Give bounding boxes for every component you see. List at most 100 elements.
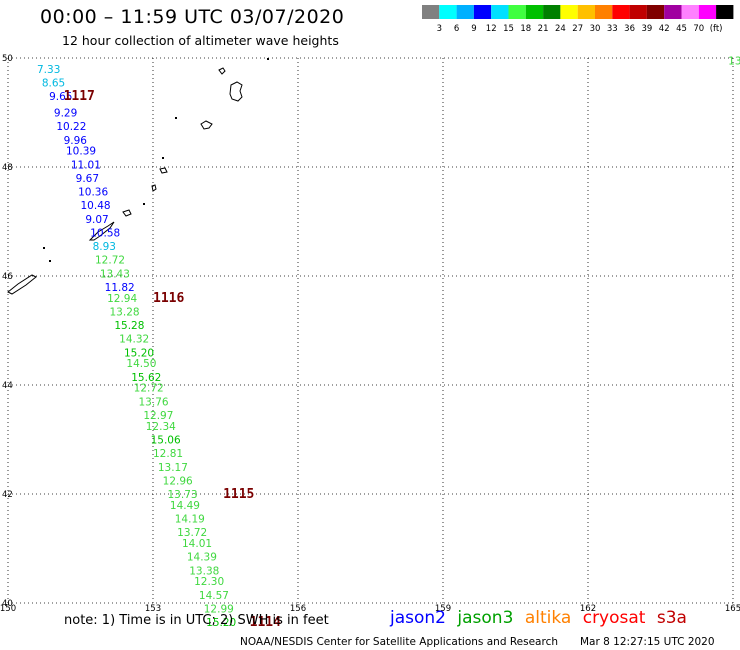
wave-height-value: 15.20 — [206, 617, 236, 629]
island-dot — [49, 260, 51, 262]
x-tick-label: 156 — [290, 604, 306, 614]
legend-altika: altika — [524, 608, 572, 628]
wave-height-value: 12.34 — [146, 421, 176, 433]
legend-s3a: s3a — [656, 608, 687, 628]
wave-height-value: 14.50 — [126, 358, 156, 370]
x-tick-label: 162 — [580, 604, 596, 614]
wave-height-value: 14.32 — [119, 334, 149, 346]
island-dot — [43, 247, 45, 249]
colorbar-swatch — [560, 5, 578, 19]
wave-height-labels: 7.338.659.659.2910.229.9610.3911.019.671… — [37, 56, 740, 629]
island-dot — [267, 58, 269, 60]
wave-height-value: 10.39 — [66, 146, 96, 158]
colorbar-swatch — [422, 5, 440, 19]
legend-jason3: jason3 — [457, 608, 514, 628]
colorbar-swatch — [681, 5, 699, 19]
satellite-legend: jason2 jason3 altika cryosat s3a — [390, 608, 693, 628]
y-tick-label: 44 — [2, 381, 13, 391]
colorbar-swatch — [473, 5, 492, 19]
wave-height-value: 10.58 — [90, 227, 120, 239]
wave-height-value: 13.28 — [110, 306, 140, 318]
wave-height-value: 13.76 — [139, 396, 169, 408]
wave-height-value: 10.22 — [56, 121, 86, 133]
colorbar-label: 3 — [437, 24, 442, 34]
wave-height-value: 13.73 — [168, 489, 198, 501]
x-tick-label: 165 — [725, 604, 740, 614]
island — [122, 209, 132, 217]
axis-ticks: 150 153 156 159 162 165 40 42 44 46 48 50 — [0, 54, 740, 614]
island — [200, 120, 213, 130]
wave-height-value: 14.39 — [187, 552, 217, 564]
colorbar-swatch — [491, 5, 509, 19]
wave-height-value: 15.06 — [151, 435, 181, 447]
wave-height-value: 12.30 — [194, 576, 224, 588]
y-tick-label: 40 — [2, 599, 13, 609]
colorbar-label: 27 — [572, 24, 583, 34]
wave-height-value: 12.99 — [204, 603, 234, 615]
wave-height-value: 14.19 — [175, 514, 205, 526]
colorbar-label: 70 — [693, 24, 704, 34]
pressure-value: 1115 — [223, 487, 254, 502]
colorbar-label: 12 — [486, 24, 497, 34]
colorbar-label: 33 — [607, 24, 618, 34]
island-dot — [162, 157, 164, 159]
colorbar-label: 9 — [471, 24, 476, 34]
wave-height-value: 13.5 — [728, 56, 740, 68]
colorbar-label: 42 — [659, 24, 670, 34]
colorbar-swatch — [543, 5, 561, 19]
colorbar-swatch — [664, 5, 682, 19]
wave-height-value: 15.28 — [114, 320, 144, 332]
wave-height-value: 9.29 — [54, 108, 77, 120]
colorbar-swatch — [456, 5, 474, 19]
generation-date: Mar 8 12:27:15 UTC 2020 — [580, 636, 715, 648]
colorbar-swatch — [595, 5, 613, 19]
x-tick-label: 153 — [145, 604, 161, 614]
wave-height-value: 13.38 — [189, 565, 219, 577]
colorbar-swatch — [698, 5, 717, 19]
island — [159, 167, 168, 174]
wave-height-value: 9.07 — [85, 214, 108, 226]
wave-height-value: 12.81 — [153, 448, 183, 460]
y-tick-label: 46 — [2, 272, 13, 282]
map-grid — [7, 57, 734, 604]
colorbar-label: 30 — [590, 24, 601, 34]
island-dot — [143, 203, 145, 205]
island — [218, 67, 226, 75]
island-dot — [175, 117, 177, 119]
colorbar-swatch — [525, 5, 544, 19]
legend-jason2: jason2 — [390, 608, 446, 628]
wave-height-value: 14.57 — [199, 590, 229, 602]
x-tick-label: 150 — [0, 604, 16, 614]
wave-height-value: 13.43 — [100, 268, 130, 280]
chart-title: 00:00 – 11:59 UTC 03/07/2020 — [40, 6, 345, 28]
credit-line: NOAA/NESDIS Center for Satellite Applica… — [240, 636, 558, 648]
wave-height-value: 8.65 — [42, 78, 65, 90]
coastline — [7, 58, 269, 295]
colorbar-label: 15 — [503, 24, 514, 34]
wave-height-value: 13.17 — [158, 462, 188, 474]
wave-height-value: 11.82 — [105, 282, 135, 294]
wave-height-value: 9.65 — [49, 91, 72, 103]
wave-height-value: 9.67 — [76, 173, 99, 185]
colorbar-swatch — [439, 5, 457, 19]
colorbar-label: 21 — [538, 24, 549, 34]
colorbar-swatch — [629, 5, 647, 19]
colorbar-label: 39 — [641, 24, 652, 34]
colorbar-label: (ft) — [710, 24, 723, 34]
colorbar-swatch — [612, 5, 630, 19]
footer-note: note: 1) Time is in UTC; 2) SWH is in fe… — [64, 613, 329, 628]
colorbar-swatch — [716, 5, 734, 19]
colorbar-swatch — [646, 5, 665, 19]
wave-height-value: 12.94 — [107, 293, 137, 305]
pressure-value: 1117 — [64, 89, 95, 104]
wave-height-value: 11.01 — [71, 159, 101, 171]
island — [88, 221, 115, 241]
colorbar-label: 36 — [624, 24, 635, 34]
chart-subtitle: 12 hour collection of altimeter wave hei… — [62, 33, 339, 48]
wave-height-value: 12.72 — [134, 383, 164, 395]
wave-height-value: 7.33 — [37, 64, 60, 76]
pressure-value: 1114 — [250, 615, 281, 630]
wave-height-value: 14.01 — [182, 538, 212, 550]
x-tick-label: 159 — [435, 604, 451, 614]
